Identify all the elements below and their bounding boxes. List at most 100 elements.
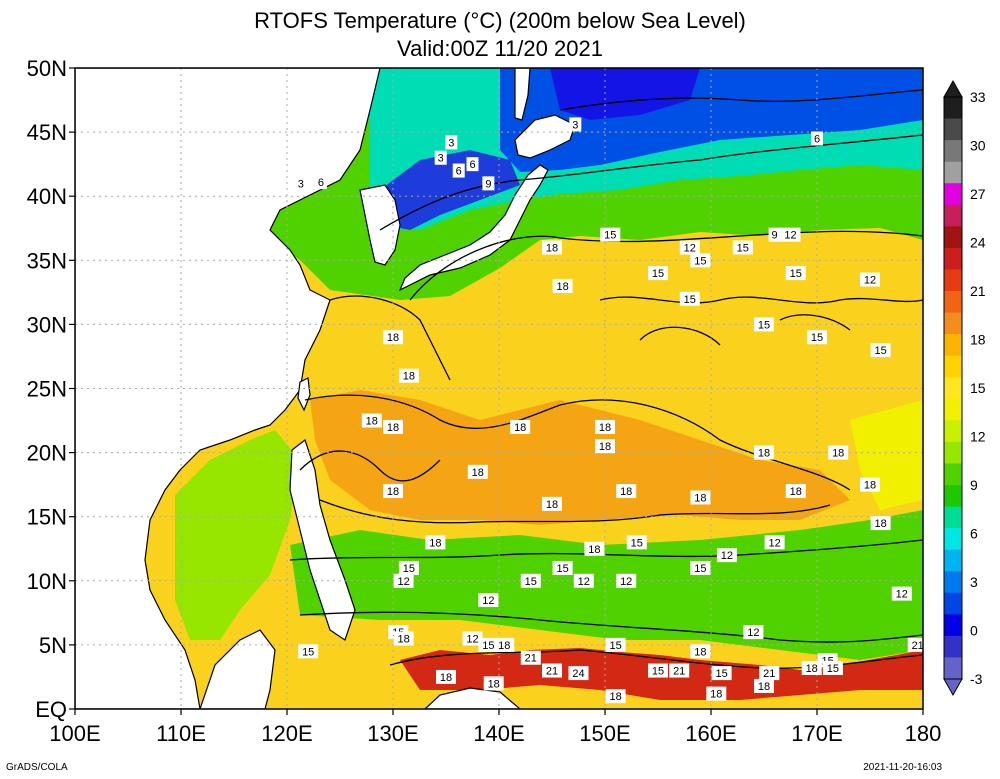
colorbar-tick-label: 30 bbox=[970, 138, 986, 154]
contour-label-bg bbox=[552, 560, 573, 575]
contour-lines bbox=[289, 89, 923, 669]
contour-label-bg bbox=[716, 548, 737, 563]
lat-label: 45N bbox=[27, 120, 67, 145]
contour-label: 15 bbox=[392, 627, 404, 639]
contour-label-bg bbox=[552, 278, 573, 293]
contour-label-bg bbox=[478, 637, 499, 652]
contour-label-bg bbox=[860, 477, 880, 492]
contour-label: 15 bbox=[821, 655, 833, 667]
contour-label-bg bbox=[568, 666, 589, 681]
contour-label-bg bbox=[383, 484, 403, 499]
contour-label-bg bbox=[768, 227, 781, 242]
contour-label: 18 bbox=[387, 486, 399, 498]
contour-label-bg bbox=[542, 240, 562, 255]
contour-label-bg bbox=[298, 644, 319, 659]
land-hokkaido bbox=[514, 114, 576, 159]
contour-label-bg bbox=[811, 131, 823, 146]
contour-label: 15 bbox=[715, 668, 727, 680]
region-mid-orange bbox=[310, 390, 850, 525]
colorbar-segment bbox=[944, 420, 962, 443]
contour-label-bg bbox=[478, 593, 499, 608]
contour-label-bg bbox=[452, 163, 465, 178]
contour-label-group: 33 66336699121212151515151515151515181818… bbox=[294, 117, 928, 704]
colorbar-segment bbox=[944, 528, 962, 551]
colorbar-tick-label: -3 bbox=[970, 671, 983, 687]
contour-label-bg bbox=[542, 496, 562, 511]
contour-label: 12 bbox=[721, 550, 733, 562]
contour-label: 12 bbox=[482, 595, 494, 607]
lon-label: 140E bbox=[473, 721, 524, 746]
contour-label: 18 bbox=[546, 242, 558, 254]
contour-label: 18 bbox=[832, 448, 844, 460]
colorbar-tick-label: 3 bbox=[970, 574, 978, 590]
contour-label-bg bbox=[785, 484, 806, 499]
contour-label: 3 bbox=[438, 153, 444, 165]
contour-label-bg bbox=[690, 560, 711, 575]
lat-label: 35N bbox=[27, 248, 67, 273]
plot-area bbox=[75, 68, 923, 709]
colorbar-frame bbox=[943, 96, 963, 680]
contour-label-bg bbox=[445, 135, 458, 150]
contour-label-bg bbox=[706, 686, 727, 701]
contour-label: 18 bbox=[694, 492, 706, 504]
colorbar-segment bbox=[944, 463, 962, 486]
contour-label-bg bbox=[807, 330, 827, 345]
colorbar-segment bbox=[944, 97, 962, 120]
lon-label: 150E bbox=[579, 721, 630, 746]
contour-label-bg bbox=[759, 666, 780, 681]
contour-label: 6 bbox=[469, 159, 475, 171]
contour-label: 18 bbox=[397, 633, 409, 645]
colorbar-segment bbox=[944, 226, 962, 249]
contour-label: 12 bbox=[784, 230, 796, 242]
colorbar-segment bbox=[944, 118, 962, 141]
contour-label-bg bbox=[891, 586, 912, 601]
colorbar-tick-label: 24 bbox=[970, 235, 986, 251]
map-subtitle: Valid:00Z 11/20 2021 bbox=[397, 36, 603, 61]
contour-label: 6 bbox=[814, 134, 820, 146]
land-taiwan bbox=[297, 377, 311, 412]
contour-label: 15 bbox=[403, 563, 415, 575]
contour-label-bg bbox=[785, 266, 806, 281]
contour-label: 18 bbox=[710, 689, 722, 701]
contour-label-bg bbox=[732, 240, 753, 255]
contour-label-bg bbox=[764, 535, 785, 550]
contour-label: 12 bbox=[684, 242, 696, 254]
colorbar-segment bbox=[944, 269, 962, 292]
contour-label-bg bbox=[648, 266, 668, 281]
contour-label: 15 bbox=[811, 332, 823, 344]
contour-label-bg bbox=[711, 666, 732, 681]
contour-label-bg bbox=[743, 625, 764, 640]
region-blue-north bbox=[500, 68, 923, 172]
region-cyan-band bbox=[370, 68, 923, 230]
contour-label-bg bbox=[690, 253, 711, 268]
contour-label-bg bbox=[510, 419, 531, 434]
lat-label: 30N bbox=[27, 312, 67, 337]
contour-label-bg bbox=[907, 637, 928, 652]
contour-label-bg bbox=[690, 644, 711, 659]
lon-label: 170E bbox=[791, 721, 842, 746]
contour-label-bg bbox=[870, 516, 891, 531]
contour-label: 12 bbox=[620, 576, 632, 588]
contour-label: 9 bbox=[772, 230, 778, 242]
contour-label: 12 bbox=[747, 627, 759, 639]
contour-label-bg bbox=[605, 637, 626, 652]
land-korea bbox=[359, 184, 401, 266]
contour-label: 24 bbox=[572, 668, 584, 680]
footer-credit: GrADS/COLA bbox=[6, 762, 68, 773]
colorbar-segment bbox=[944, 506, 962, 529]
region-north-cold bbox=[75, 68, 923, 300]
region-equator-red bbox=[400, 648, 923, 700]
contour-label-bg bbox=[462, 631, 483, 646]
colorbar-tick-label: 9 bbox=[970, 477, 978, 493]
contour-label: 12 bbox=[864, 275, 876, 287]
land-japan-main bbox=[398, 164, 549, 292]
contour-label: 15 bbox=[827, 663, 839, 675]
contour-label: 21 bbox=[912, 640, 924, 652]
colorbar-segment bbox=[944, 183, 962, 206]
contour-label: 12 bbox=[768, 537, 780, 549]
contour-label-bg bbox=[679, 291, 700, 306]
contour-label: 18 bbox=[366, 416, 378, 428]
contour-label-bg bbox=[434, 150, 447, 165]
